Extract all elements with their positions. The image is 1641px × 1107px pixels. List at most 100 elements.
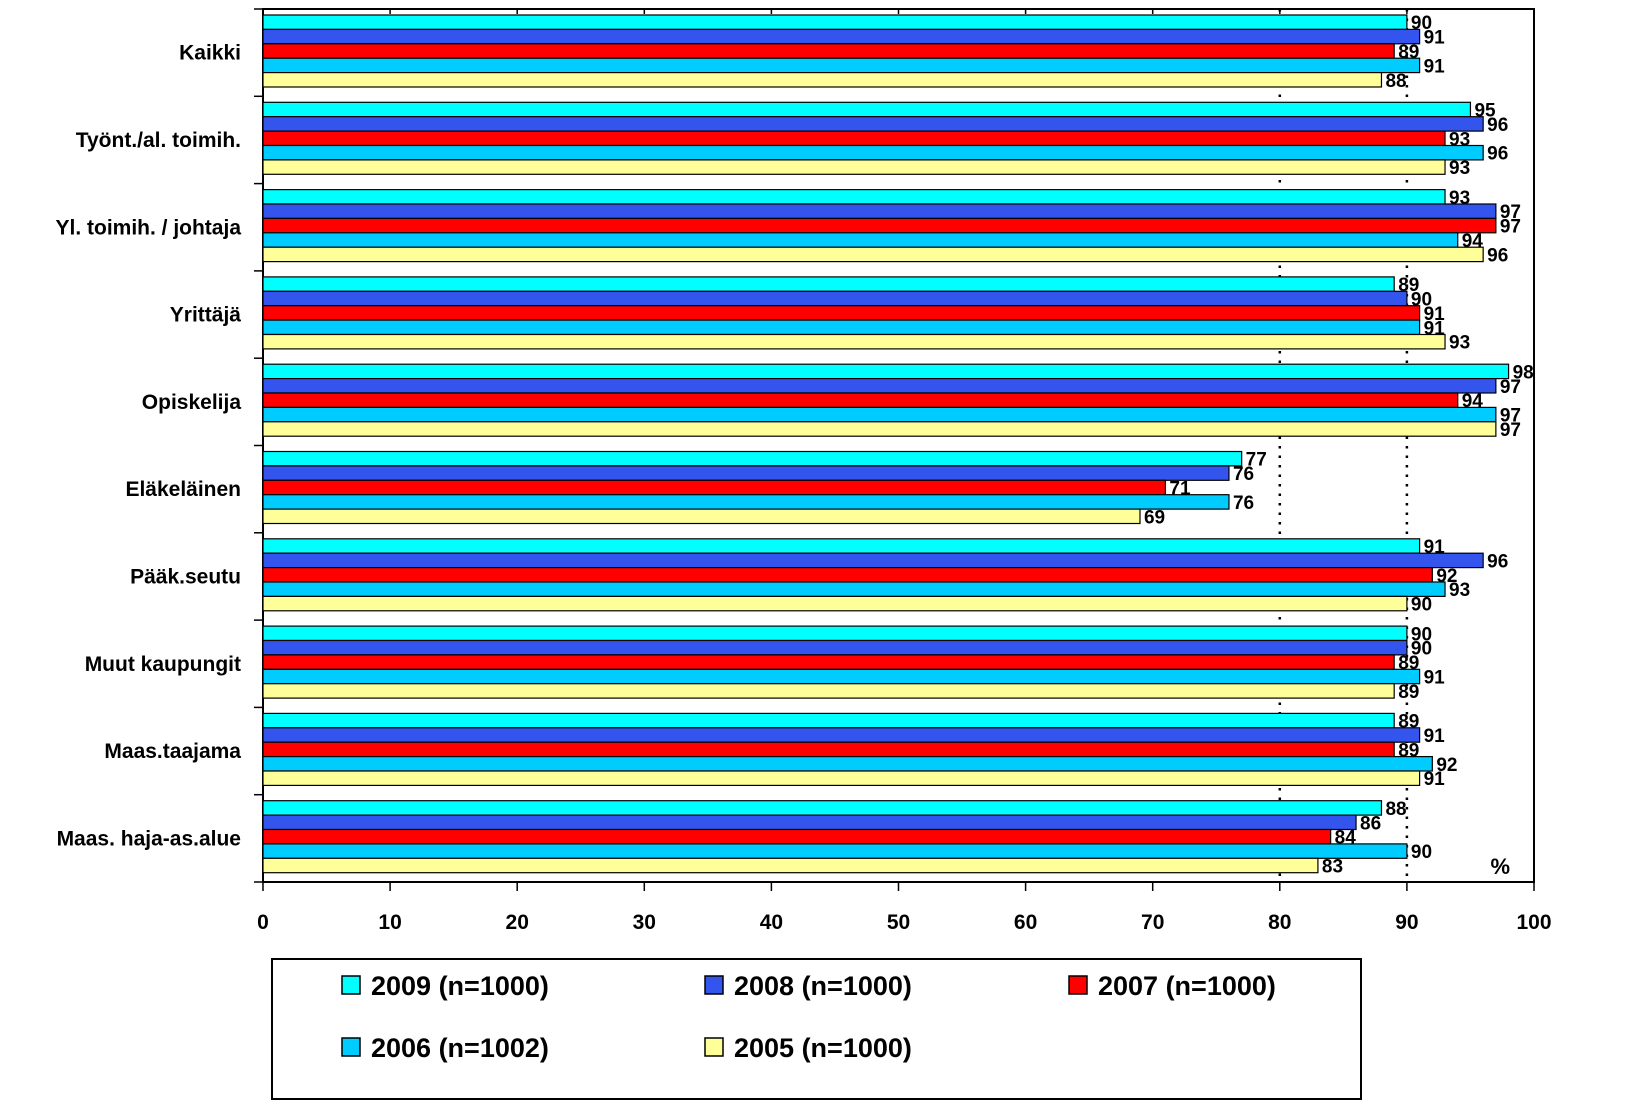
bar-4-series-1: [262, 276, 1395, 292]
value-label: 98: [1513, 362, 1534, 383]
bar-7-series-3: [262, 566, 1433, 583]
bar-8-series-1: [262, 625, 1408, 642]
value-label: 96: [1487, 551, 1508, 572]
category-label: Yl. toimih. / johtaja: [55, 216, 241, 239]
bar-9-series-5: [262, 770, 1421, 786]
bar-4-series-4: [262, 319, 1421, 336]
bar-4-series-3: [262, 305, 1421, 321]
category-label: Muut kaupungit: [85, 653, 241, 676]
value-label: 91: [1424, 726, 1446, 747]
bar-9-series-2: [262, 727, 1421, 743]
value-label: 96: [1487, 245, 1508, 266]
x-tick-label: 20: [506, 911, 529, 934]
bar-6-series-5: [262, 508, 1141, 525]
legend-swatch-4: [341, 1037, 361, 1057]
value-label: 88: [1385, 71, 1406, 92]
category-label: Maas.taajama: [104, 740, 241, 763]
x-tick-label: 30: [633, 911, 656, 934]
bar-6-series-3: [262, 479, 1167, 496]
category-label: Yrittäjä: [170, 304, 242, 327]
bar-3-series-2: [262, 203, 1497, 219]
bar-1-series-3: [262, 43, 1395, 59]
value-label: 77: [1246, 450, 1267, 471]
value-label: 90: [1411, 639, 1432, 660]
bar-5-series-2: [262, 378, 1497, 394]
bar-1-series-1: [262, 14, 1408, 30]
x-tick-label: 90: [1395, 911, 1418, 934]
bar-7-series-2: [262, 552, 1484, 569]
value-label: 91: [1424, 56, 1446, 77]
bar-10-series-2: [262, 814, 1357, 831]
value-label: 88: [1385, 799, 1406, 820]
bar-9-series-3: [262, 741, 1395, 758]
legend-label: 2006 (n=1002): [371, 1033, 549, 1063]
bar-2-series-3: [262, 130, 1446, 147]
value-label: 90: [1411, 624, 1432, 645]
category-label: Työnt./al. toimih.: [76, 129, 241, 152]
bar-8-series-5: [262, 683, 1395, 699]
bar-7-series-1: [262, 538, 1421, 554]
category-label: Opiskelija: [142, 391, 242, 414]
bar-6-series-2: [262, 465, 1230, 481]
bar-6-series-1: [262, 450, 1243, 467]
bar-10-series-5: [262, 857, 1319, 874]
value-label: 97: [1500, 406, 1521, 427]
x-tick-label: 100: [1516, 911, 1551, 934]
value-label: 91: [1424, 769, 1446, 790]
bar-8-series-3: [262, 654, 1395, 670]
category-label: Kaikki: [179, 42, 241, 65]
legend-label: 2005 (n=1000): [734, 1033, 912, 1063]
bar-5-series-4: [262, 406, 1497, 423]
value-label: 92: [1436, 755, 1457, 776]
bar-5-series-1: [262, 363, 1510, 380]
bar-7-series-4: [262, 581, 1446, 597]
x-tick-label: 50: [887, 911, 910, 934]
bar-2-series-5: [262, 159, 1446, 175]
value-label: 69: [1144, 507, 1165, 528]
value-label: 97: [1500, 202, 1521, 223]
bar-1-series-5: [262, 71, 1383, 88]
x-tick-label: 70: [1141, 911, 1164, 934]
x-tick-label: 10: [378, 911, 401, 934]
bar-1-series-4: [262, 57, 1421, 74]
bar-5-series-3: [262, 392, 1459, 408]
value-label: 83: [1322, 857, 1343, 878]
bar-6-series-4: [262, 494, 1230, 510]
bar-8-series-4: [262, 668, 1421, 685]
value-label: 86: [1360, 813, 1381, 834]
legend-swatch-5: [704, 1037, 724, 1057]
bar-3-series-4: [262, 232, 1459, 248]
bar-9-series-4: [262, 755, 1433, 772]
value-label: 93: [1449, 158, 1470, 179]
bar-2-series-2: [262, 116, 1484, 132]
bar-4-series-5: [262, 333, 1446, 350]
legend-frame: [271, 958, 1362, 1100]
legend-swatch-3: [1068, 975, 1088, 995]
value-label: 90: [1411, 595, 1432, 616]
value-label: 97: [1500, 420, 1521, 441]
bar-3-series-1: [262, 189, 1446, 205]
bar-3-series-3: [262, 217, 1497, 234]
value-label: 91: [1424, 304, 1446, 325]
x-tick-label: 80: [1268, 911, 1291, 934]
value-label: 91: [1424, 28, 1446, 49]
bar-9-series-1: [262, 712, 1395, 729]
legend-swatch-2: [704, 975, 724, 995]
value-label: 76: [1233, 464, 1254, 485]
category-label: Maas. haja-as.alue: [57, 827, 241, 850]
category-label: Pääk.seutu: [130, 565, 241, 588]
category-label: Eläkeläinen: [125, 478, 241, 501]
bar-2-series-4: [262, 144, 1484, 161]
bar-3-series-5: [262, 246, 1484, 263]
value-label: 97: [1500, 377, 1521, 398]
legend-swatch-1: [341, 975, 361, 995]
legend-label: 2009 (n=1000): [371, 971, 549, 1001]
bar-2-series-1: [262, 101, 1472, 118]
legend-label: 2007 (n=1000): [1098, 971, 1276, 1001]
bar-10-series-4: [262, 843, 1408, 859]
x-tick-label: 0: [257, 911, 269, 934]
bar-5-series-5: [262, 421, 1497, 437]
value-label: 90: [1411, 842, 1432, 863]
